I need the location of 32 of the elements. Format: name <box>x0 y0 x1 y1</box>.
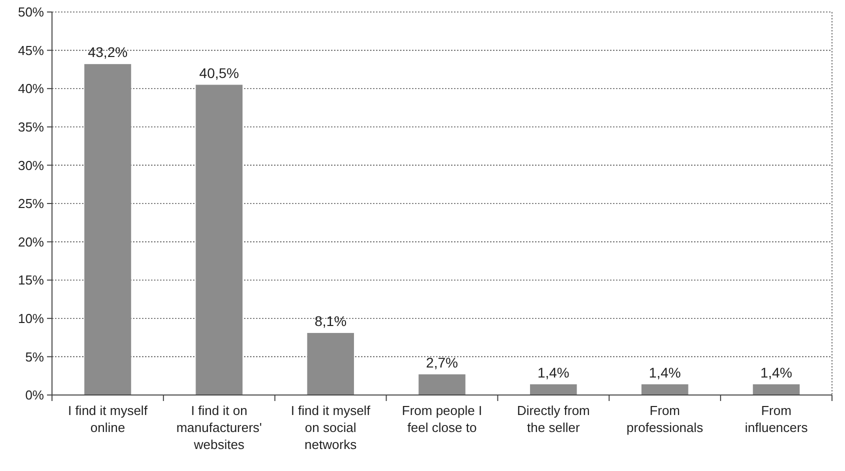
y-tick-label: 30% <box>18 158 44 173</box>
data-label: 1,4% <box>648 364 681 380</box>
bar <box>196 84 243 395</box>
x-tick-label: I find it myself on social networks <box>290 403 371 452</box>
bar <box>530 384 577 395</box>
x-tick-label: I find it myself online <box>68 403 148 435</box>
data-label: 1,4% <box>760 364 792 380</box>
y-tick-label: 10% <box>18 310 44 326</box>
x-tick-label: Directly from the seller <box>516 403 590 435</box>
y-tick-label: 35% <box>18 119 44 134</box>
y-tick-label: 45% <box>18 42 44 58</box>
bar <box>752 384 800 395</box>
y-tick-label: 50% <box>18 4 44 20</box>
x-tick-label: I find it on manufacturers' websites <box>176 403 262 452</box>
bar <box>307 332 354 395</box>
data-label: 8,1% <box>314 312 347 329</box>
x-tick-label: From influencers <box>744 403 808 435</box>
data-label: 1,4% <box>537 364 570 380</box>
y-tick-label: 25% <box>18 196 44 212</box>
data-label: 40,5% <box>199 64 239 81</box>
bar <box>641 384 688 395</box>
bar <box>418 374 466 395</box>
y-tick-label: 0% <box>25 388 44 403</box>
bar <box>84 64 132 395</box>
data-label: 43,2% <box>88 44 128 60</box>
x-tick-label: From people I feel close to <box>402 403 482 435</box>
y-tick-label: 40% <box>18 81 44 96</box>
x-tick-label: From professionals <box>626 403 704 435</box>
data-label: 2,7% <box>426 354 458 370</box>
y-tick-label: 5% <box>25 349 44 364</box>
y-tick-label: 20% <box>18 234 44 250</box>
y-tick-label: 15% <box>18 272 44 288</box>
